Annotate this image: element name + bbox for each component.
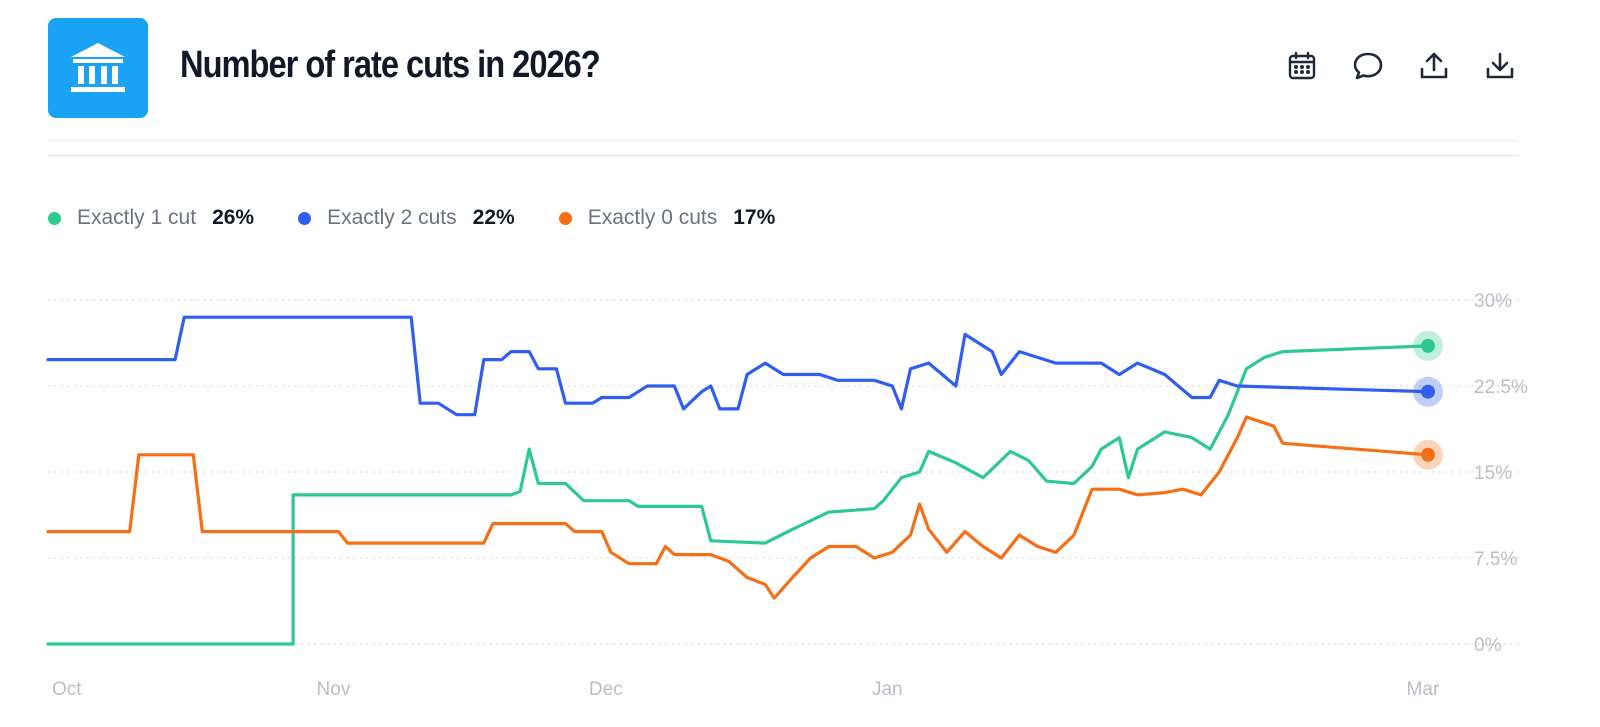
x-tick-label: Nov xyxy=(317,679,351,700)
legend-dot xyxy=(298,211,312,225)
header-actions xyxy=(1284,48,1518,84)
y-tick-label: 7.5% xyxy=(1474,549,1517,570)
legend-value: 17% xyxy=(733,206,776,229)
x-tick-label: Jan xyxy=(872,679,903,700)
x-tick-label: Mar xyxy=(1407,679,1440,700)
series-end-point-exactly-2-cuts xyxy=(1421,384,1435,399)
y-tick-label: 22.5% xyxy=(1474,377,1528,398)
legend-item-0-cuts[interactable]: Exactly 0 cuts 17% xyxy=(558,206,776,230)
page-title: Number of rate cuts in 2026? xyxy=(180,44,601,86)
legend-item-1-cut[interactable]: Exactly 1 cut 26% xyxy=(48,206,254,230)
series-end-point-exactly-1-cut xyxy=(1421,338,1435,353)
x-tick-label: Dec xyxy=(589,679,623,700)
series-line-exactly-0-cuts xyxy=(46,415,1430,600)
calendar-icon[interactable] xyxy=(1284,48,1320,84)
legend-dot xyxy=(48,211,61,225)
bank-building-icon xyxy=(48,18,148,118)
legend-label: Exactly 0 cuts xyxy=(587,206,718,229)
y-tick-label: 0% xyxy=(1474,635,1502,656)
series-line-exactly-1-cut xyxy=(46,344,1430,646)
legend-value: 22% xyxy=(472,206,515,229)
x-tick-label: Oct xyxy=(52,679,82,700)
legend-item-2-cuts[interactable]: Exactly 2 cuts 22% xyxy=(298,206,515,230)
legend-value: 26% xyxy=(212,206,255,229)
series-end-point-exactly-0-cuts xyxy=(1421,447,1435,462)
y-tick-label: 30% xyxy=(1474,291,1512,312)
download-icon[interactable] xyxy=(1482,48,1518,84)
share-upload-icon[interactable] xyxy=(1416,48,1452,84)
section-divider xyxy=(48,155,1518,156)
legend-dot xyxy=(558,211,572,225)
legend-label: Exactly 1 cut xyxy=(77,206,197,229)
series-line-exactly-2-cuts xyxy=(46,315,1430,417)
market-header: Number of rate cuts in 2026? xyxy=(48,18,1518,118)
comment-icon[interactable] xyxy=(1350,48,1386,84)
chart-legend: Exactly 1 cut 26% Exactly 2 cuts 22% Exa… xyxy=(48,206,775,230)
y-tick-label: 15% xyxy=(1474,463,1512,484)
legend-label: Exactly 2 cuts xyxy=(327,206,457,229)
header-divider xyxy=(48,140,1518,141)
